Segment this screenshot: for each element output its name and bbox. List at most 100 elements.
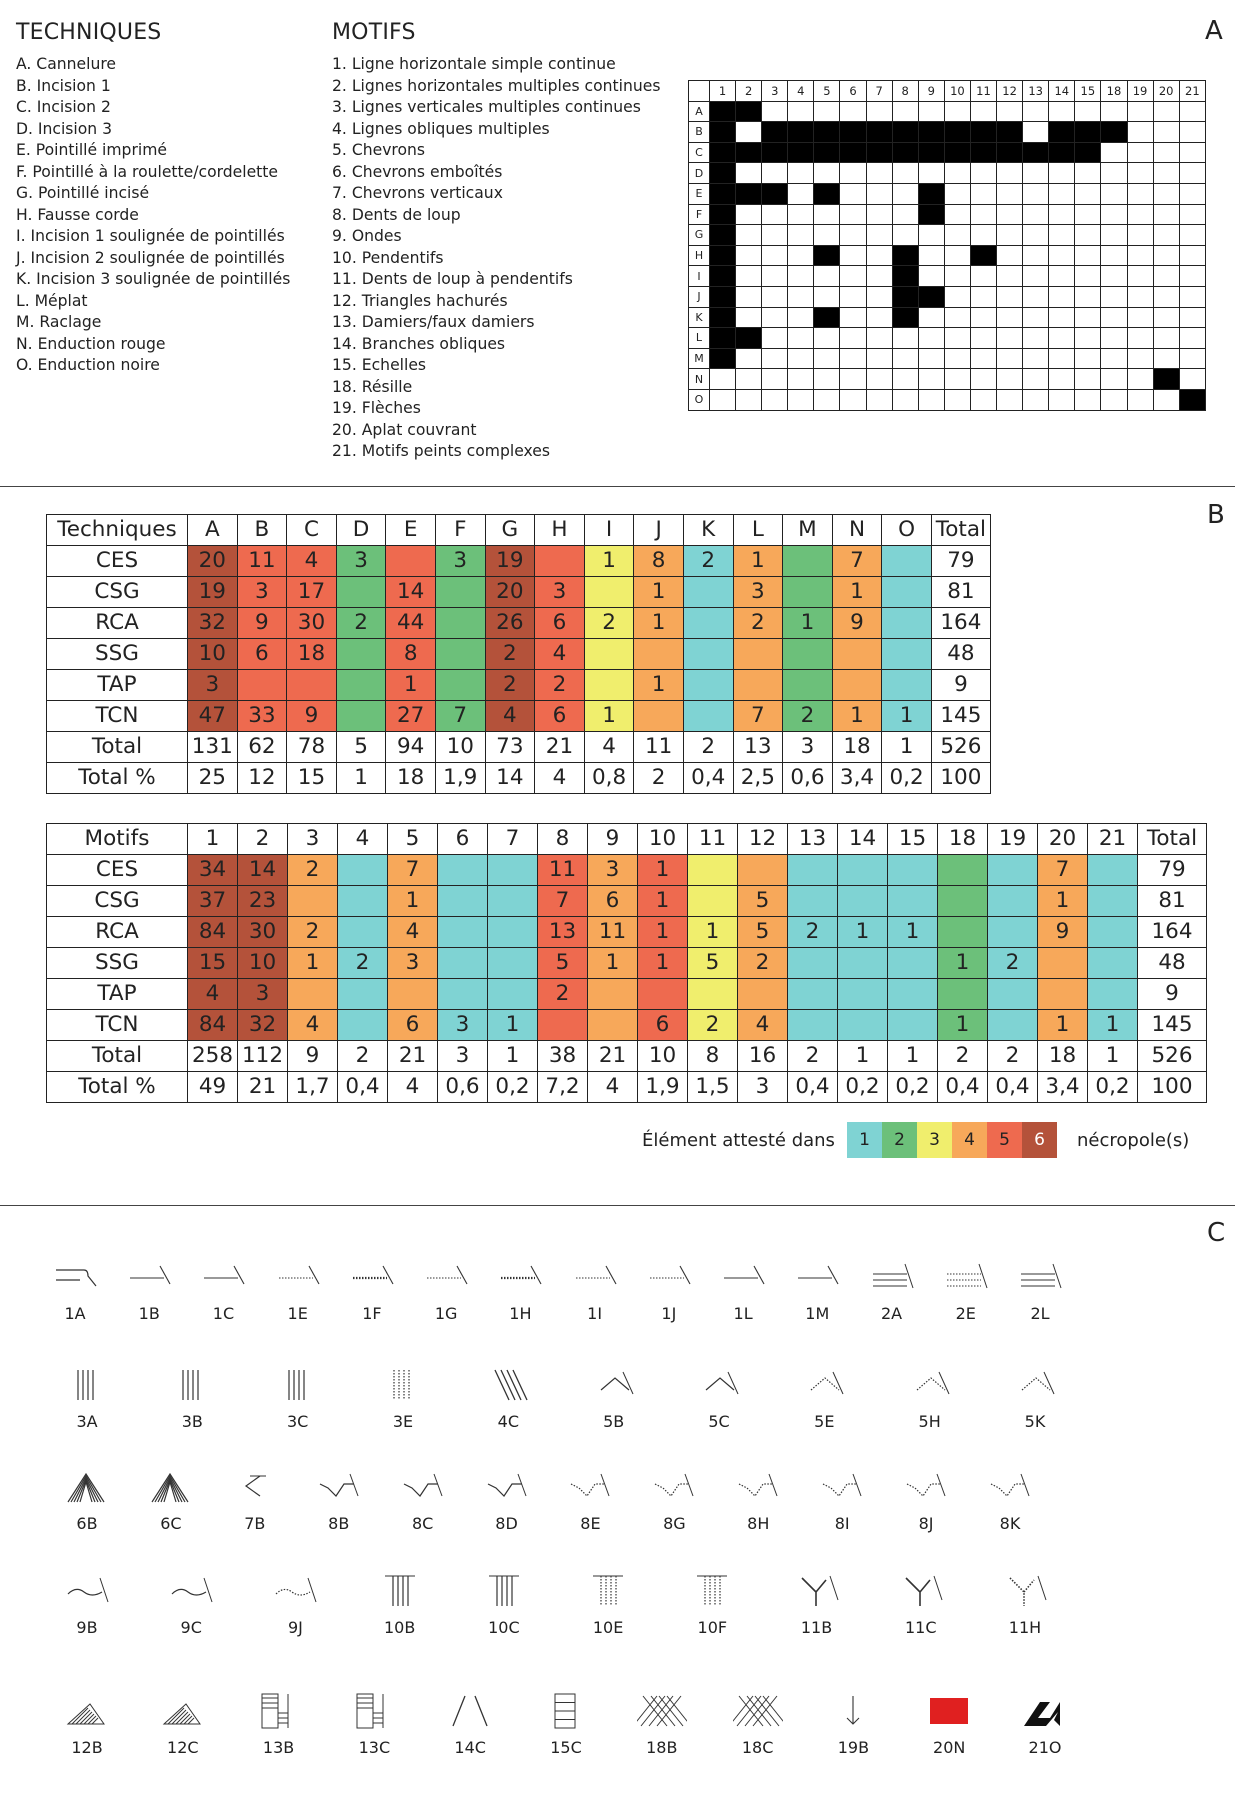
- summary-cell: 112: [237, 1040, 288, 1072]
- motif-glyph-icon: [156, 1570, 226, 1610]
- row-total: 81: [1137, 885, 1207, 917]
- row-label: CES: [46, 545, 188, 577]
- matrix-cell-empty: [969, 306, 998, 329]
- matrix-cell-empty: [917, 162, 945, 184]
- matrix-cell-empty: [1126, 306, 1154, 329]
- technique-item: E. Pointillé imprimé: [16, 141, 167, 159]
- row-total: 9: [930, 669, 991, 701]
- matrix-row: K: [688, 306, 1207, 329]
- matrix-row-label: H: [688, 244, 710, 267]
- matrix-cell-empty: [1178, 182, 1207, 205]
- matrix-cell-empty: [1178, 244, 1207, 267]
- matrix-cell-empty: [943, 327, 971, 349]
- matrix-row-label: A: [688, 100, 710, 123]
- motif-glyph-icon: [40, 1256, 110, 1296]
- matrix-cell-empty: [735, 162, 763, 184]
- matrix-cell-empty: [1022, 224, 1050, 246]
- matrix-cell-empty: [1048, 306, 1076, 329]
- matrix-cell-empty: [1152, 285, 1180, 308]
- summary-cell: 0,4: [937, 1071, 988, 1103]
- table-cell: 1: [637, 916, 688, 948]
- motif-symbol-9b: 9B: [52, 1570, 122, 1637]
- table-cell: 1: [937, 1009, 988, 1041]
- matrix-col-label: 1: [708, 80, 737, 102]
- matrix-cell-empty: [735, 368, 763, 390]
- matrix-row: O: [688, 388, 1207, 411]
- table-cell: [287, 885, 338, 917]
- row-label: RCA: [46, 916, 188, 948]
- row-total: 9: [1137, 978, 1207, 1010]
- matrix-cell-empty: [969, 162, 998, 184]
- technique-item: M. Raclage: [16, 313, 102, 331]
- matrix-cell-empty: [1074, 162, 1102, 184]
- total-row: Total 131 62 78 5 94 10 73 21 4 11 2 13 3 18 1 526: [46, 731, 991, 763]
- matrix-cell-empty: [761, 285, 789, 308]
- matrix-cell-empty: [996, 244, 1024, 267]
- table-header-cell: B: [236, 514, 288, 546]
- matrix-cell-empty: [917, 224, 945, 246]
- matrix-cell-empty: [891, 203, 919, 226]
- summary-cell: 1: [1087, 1040, 1138, 1072]
- table-cell: 1: [887, 916, 938, 948]
- summary-cell: 3,4: [1037, 1071, 1088, 1103]
- motif-glyph-icon: [1000, 1364, 1070, 1404]
- matrix-cell-empty: [891, 162, 919, 184]
- matrix-cell-empty: [839, 162, 867, 184]
- table-row: TCN 47 33 9 27 7 4 6 1 7 2 1 1 145: [46, 700, 991, 732]
- matrix-cell-empty: [839, 306, 867, 329]
- symbol-code: 3B: [181, 1412, 203, 1431]
- summary-cell: 2: [787, 1040, 838, 1072]
- matrix-cell-empty: [943, 347, 971, 370]
- motif-glyph-icon: [1010, 1690, 1080, 1730]
- matrix-cell-empty: [1178, 327, 1207, 349]
- table-cell: 5: [737, 916, 788, 948]
- motif-item: 19. Flèches: [332, 399, 421, 417]
- matrix-col-label: 11: [969, 80, 998, 102]
- matrix-cell-empty: [891, 100, 919, 123]
- summary-cell: 94: [385, 731, 436, 763]
- table-cell: [487, 978, 538, 1010]
- table-cell: 32: [237, 1009, 288, 1041]
- motif-glyph-icon: [339, 1690, 409, 1730]
- motif-item: 9. Ondes: [332, 227, 402, 245]
- table-cell: [286, 669, 337, 701]
- motif-symbol-13c: 13C: [339, 1690, 409, 1757]
- matrix-col-label: 20: [1152, 80, 1180, 102]
- motif-symbol-8b: 8B: [304, 1466, 374, 1533]
- summary-cell: Total: [46, 731, 188, 763]
- motif-glyph-icon: [708, 1256, 778, 1296]
- matrix-cell-empty: [735, 306, 763, 329]
- table-cell: 9: [236, 607, 288, 639]
- table-cell: 47: [187, 700, 238, 732]
- summary-cell: 0,4: [787, 1071, 838, 1103]
- matrix-cell-filled: [708, 285, 737, 308]
- row-label: RCA: [46, 607, 188, 639]
- symbol-code: 5K: [1024, 1412, 1046, 1431]
- motifs-table: Motifs 1 2 3 4 5 6 7 8 9 10 11 12 13 14 15 18 19 20 21 Total…: [46, 823, 1207, 1103]
- table-header-cell: 20: [1037, 823, 1088, 855]
- symbol-code: 19B: [837, 1738, 870, 1757]
- table-row: CES 34 14 2 7 11 3 1 7 79: [46, 854, 1207, 886]
- table-cell: 3: [587, 854, 638, 886]
- summary-cell: 18: [1037, 1040, 1088, 1072]
- matrix-cell-empty: [865, 224, 893, 246]
- motif-symbol-3c: 3C: [263, 1364, 333, 1431]
- summary-cell: 11: [633, 731, 684, 763]
- matrix-cell-filled: [708, 327, 737, 349]
- summary-cell: 1,9: [637, 1071, 688, 1103]
- table-header-cell: L: [732, 514, 784, 546]
- matrix-cell-empty: [1100, 388, 1128, 411]
- table-cell: 13: [537, 916, 588, 948]
- table-cell: [787, 947, 838, 979]
- matrix-cell-empty: [1178, 306, 1207, 329]
- motif-symbol-8e: 8E: [555, 1466, 625, 1533]
- matrix-cell-empty: [917, 244, 945, 267]
- table-cell: 9: [1037, 916, 1088, 948]
- motif-symbol-2a: 2A: [857, 1256, 927, 1323]
- motif-glyph-icon: [157, 1364, 227, 1404]
- table-cell: 2: [737, 947, 788, 979]
- motif-glyph-icon: [220, 1466, 290, 1506]
- motif-glyph-icon: [260, 1570, 330, 1610]
- table-cell: [487, 916, 538, 948]
- matrix-row: F: [688, 203, 1207, 226]
